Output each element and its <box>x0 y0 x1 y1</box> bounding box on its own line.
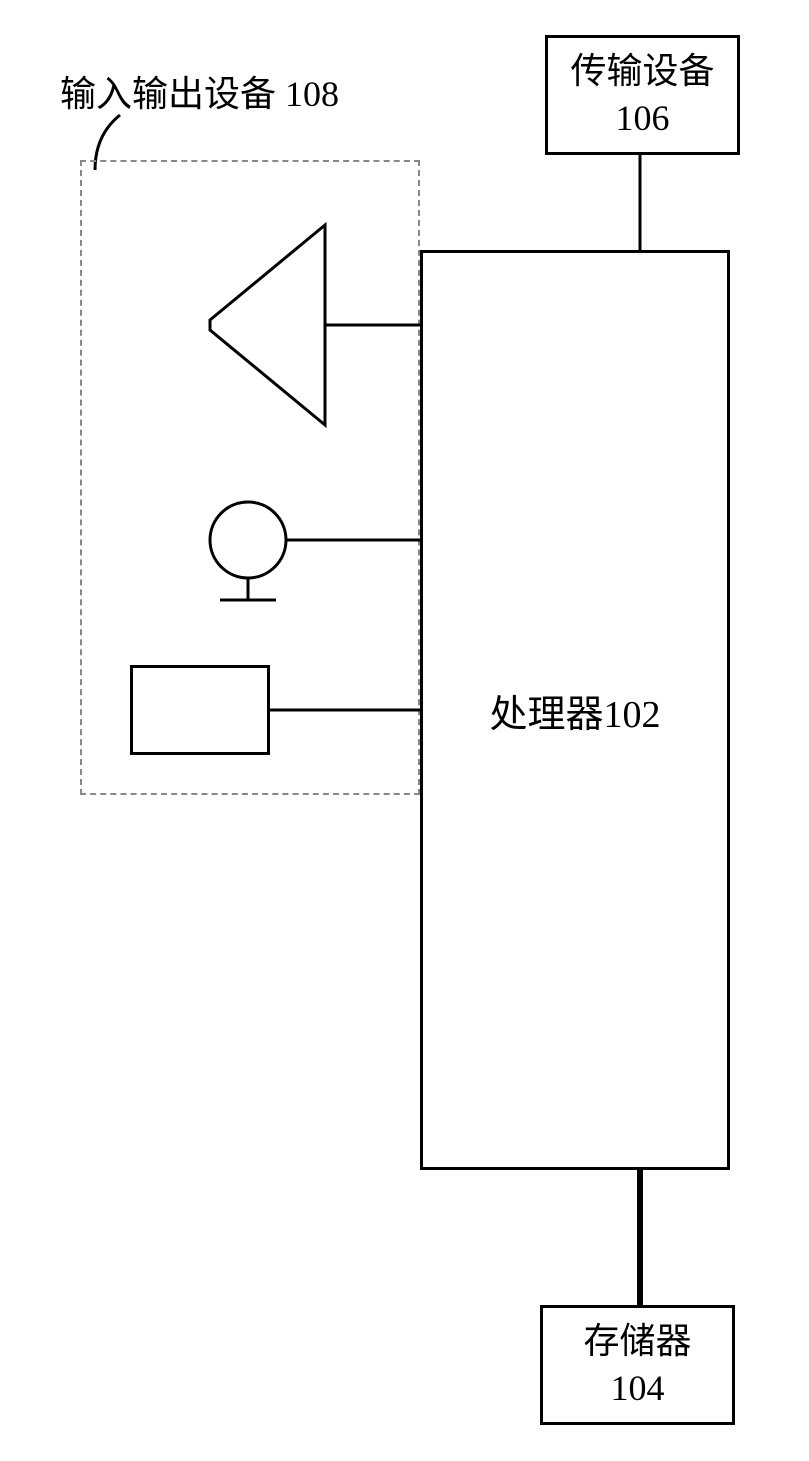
transmission-box: 传输设备 106 <box>545 35 740 155</box>
io-device-label: 输入输出设备 108 <box>60 65 339 117</box>
block-diagram: 输入输出设备 108 传输设备 106 处理器102 存储器 104 <box>0 0 809 1461</box>
memory-label-1: 存储器 <box>583 1318 691 1365</box>
transmission-label-1: 传输设备 <box>570 48 714 95</box>
processor-label: 处理器102 <box>489 683 660 738</box>
processor-box: 处理器102 <box>420 250 730 1170</box>
memory-box: 存储器 104 <box>540 1305 735 1425</box>
transmission-label-2: 106 <box>616 95 670 142</box>
small-device-box <box>130 665 270 755</box>
memory-label-2: 104 <box>611 1365 665 1412</box>
